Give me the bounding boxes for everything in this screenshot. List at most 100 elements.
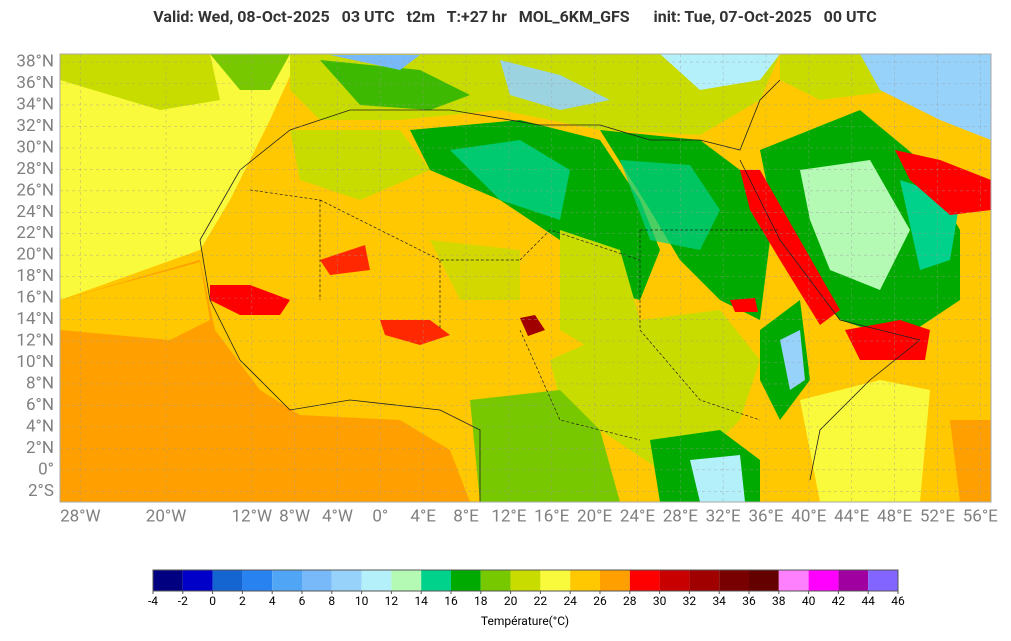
colorbar-bin [242, 570, 273, 591]
colorbar-tick-label: -4 [148, 594, 158, 608]
lat-tick-label: 22°N [16, 223, 54, 243]
lon-tick-label: 8°E [453, 506, 479, 526]
colorbar-label: Température(°C) [481, 614, 569, 628]
colorbar-bin [540, 570, 571, 591]
lon-tick-label: 36°E [748, 506, 783, 526]
lon-tick-label: 28°W [60, 506, 101, 526]
lon-tick-label: 20°E [577, 506, 612, 526]
lon-tick-label: 40°E [791, 506, 826, 526]
lon-tick-label: 0° [372, 506, 388, 526]
lat-tick-label: 20°N [16, 245, 54, 265]
lat-tick-label: 24°N [16, 202, 54, 222]
lon-tick-label: 4°W [322, 506, 353, 526]
colorbar-tick-label: 12 [385, 594, 399, 608]
colorbar-tick-label: 26 [593, 594, 607, 608]
colorbar-tick-label: 10 [355, 594, 369, 608]
colorbar-tick-label: 14 [414, 594, 428, 608]
title: Valid: Wed, 08-Oct-2025 03 UTC t2m T:+27… [153, 7, 876, 26]
lat-tick-label: 2°N [26, 438, 54, 458]
colorbar-tick-label: 2 [239, 594, 246, 608]
colorbar-tick-label: 46 [891, 594, 905, 608]
colorbar-bin [302, 570, 332, 591]
colorbar-tick-label: 8 [328, 594, 335, 608]
lat-tick-label: 12°N [16, 331, 54, 351]
lat-tick-label: 26°N [16, 180, 54, 200]
lon-tick-label: 12°W [231, 506, 272, 526]
colorbar-bin [719, 570, 749, 591]
colorbar: -4 -2 0 2 4 6 8 10 12 14 16 18 20 22 24 26 28 30 32 34 36 38 4… [148, 569, 905, 608]
lon-tick-label: 4°E [410, 506, 436, 526]
colorbar-tick-label: 34 [712, 594, 726, 608]
lon-tick-label: 32°E [706, 506, 741, 526]
lat-tick-label: 36°N [16, 73, 54, 93]
lon-tick-label: 8°W [279, 506, 310, 526]
colorbar-tick-label: 20 [504, 594, 518, 608]
lon-tick-label: 44°E [834, 506, 869, 526]
lon-tick-label: 52°E [920, 506, 955, 526]
lat-tick-label: 32°N [16, 116, 54, 136]
lon-tick-label: 24°E [620, 506, 655, 526]
lon-tick-label: 20°W [146, 506, 187, 526]
lon-tick-label: 16°E [534, 506, 569, 526]
colorbar-tick-label: 38 [772, 594, 786, 608]
colorbar-bin [808, 570, 839, 591]
lat-tick-label: 28°N [16, 159, 54, 179]
colorbar-tick-label: 36 [742, 594, 756, 608]
lat-tick-label: 30°N [16, 137, 54, 157]
colorbar-tick-label: 16 [444, 594, 458, 608]
colorbar-tick-label: -2 [178, 594, 188, 608]
colorbar-bin [629, 570, 660, 591]
colorbar-bin [838, 570, 869, 591]
colorbar-bin [421, 570, 451, 591]
colorbar-bin [600, 570, 630, 591]
lat-tick-label: 2°S [28, 481, 54, 501]
lon-tick-label: 12°E [491, 506, 526, 526]
colorbar-bin [153, 570, 183, 591]
lat-tick-label: 0° [38, 459, 54, 479]
colorbar-tick-label: 18 [474, 594, 488, 608]
colorbar-bin [331, 570, 362, 591]
map-frame [59, 53, 992, 503]
tick-labels: 38°N36°N34°N32°N30°N28°N26°N24°N22°N20°N… [16, 52, 998, 527]
lat-tick-label: 4°N [26, 416, 54, 436]
colorbar-tick-label: 4 [269, 594, 276, 608]
colorbar-bin [778, 570, 809, 591]
colorbar-frame [152, 569, 899, 592]
colorbar-tick-label: 30 [653, 594, 667, 608]
colorbar-bin [570, 570, 600, 591]
colorbar-tick-label: 44 [861, 594, 875, 608]
colorbar-tick-label: 0 [209, 594, 216, 608]
lon-tick-label: 48°E [877, 506, 912, 526]
lat-tick-label: 18°N [16, 266, 54, 286]
colorbar-bin [480, 570, 511, 591]
lat-tick-label: 38°N [16, 52, 54, 72]
colorbar-bin [659, 570, 690, 591]
colorbar-bin [749, 570, 779, 591]
colorbar-tick-label: 24 [563, 594, 577, 608]
colorbar-tick-label: 6 [299, 594, 306, 608]
lon-tick-label: 56°E [963, 506, 998, 526]
colorbar-tick-label: 42 [832, 594, 846, 608]
colorbar-bin [451, 570, 481, 591]
lat-tick-label: 8°N [26, 373, 54, 393]
colorbar-bin [272, 570, 302, 591]
lat-tick-label: 10°N [16, 352, 54, 372]
lon-tick-label: 28°E [663, 506, 698, 526]
map-field [60, 54, 991, 502]
colorbar-bin [689, 570, 720, 591]
colorbar-bin [212, 570, 243, 591]
colorbar-tick-label: 28 [623, 594, 637, 608]
colorbar-bin [868, 570, 898, 591]
lat-tick-label: 16°N [16, 288, 54, 308]
colorbar-tick-label: 32 [683, 594, 697, 608]
colorbar-bin [182, 570, 213, 591]
graticule [60, 54, 991, 502]
lat-tick-label: 6°N [26, 395, 54, 415]
lat-tick-label: 34°N [16, 94, 54, 114]
colorbar-bin [361, 570, 392, 591]
lat-tick-label: 14°N [16, 309, 54, 329]
colorbar-tick-label: 40 [802, 594, 816, 608]
colorbar-bin [391, 570, 422, 591]
colorbar-bin [510, 570, 541, 591]
